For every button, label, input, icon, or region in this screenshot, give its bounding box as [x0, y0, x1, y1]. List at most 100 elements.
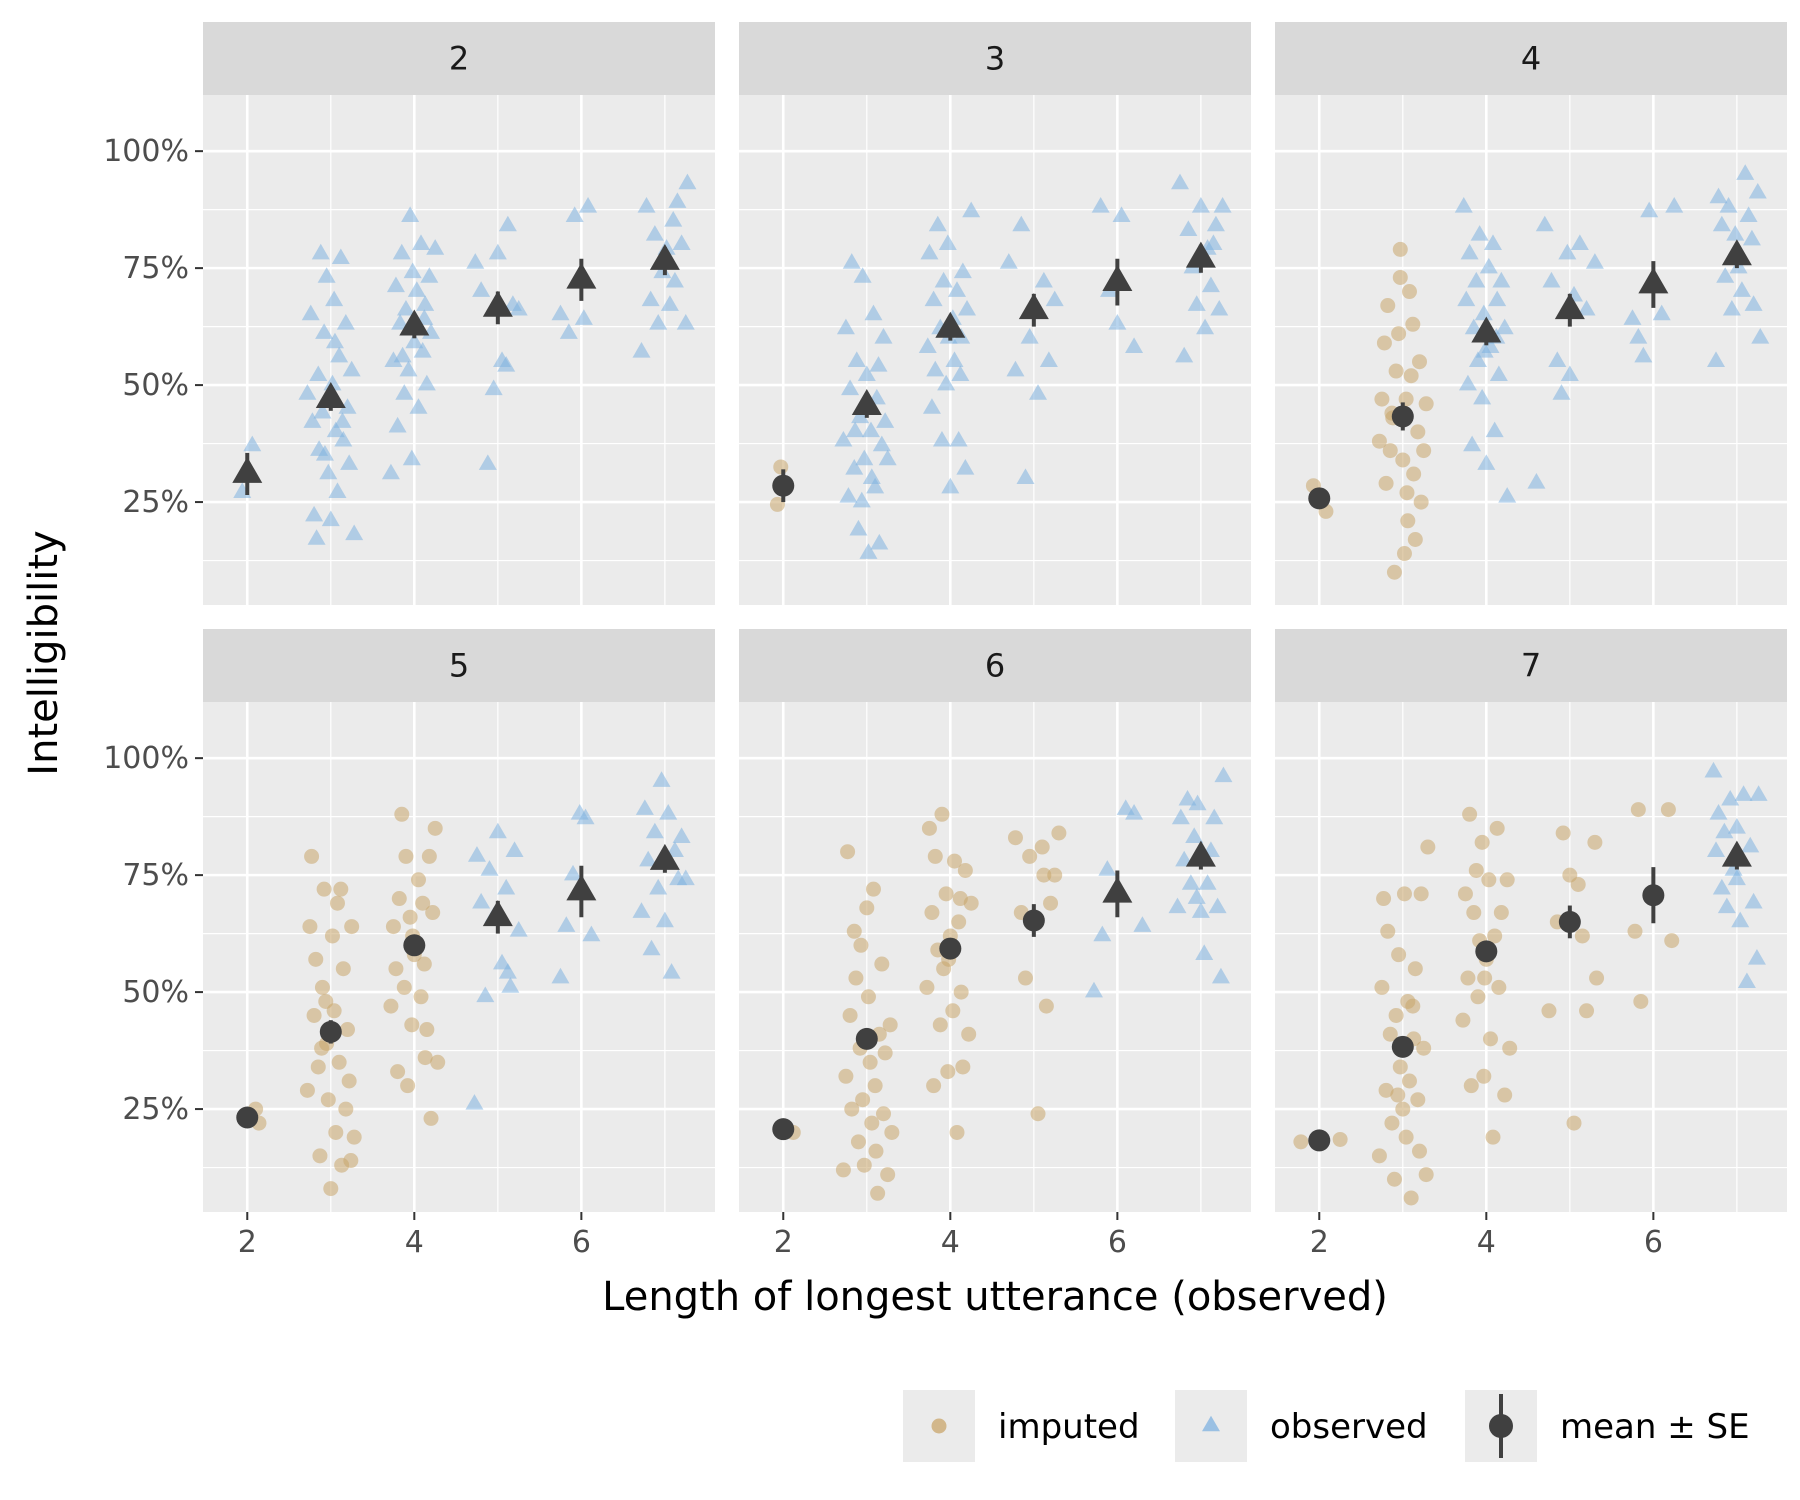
mean-marker-triangle	[1185, 241, 1216, 268]
observed-point	[1715, 822, 1734, 839]
observed-point	[1208, 897, 1227, 914]
mean-marker-triangle	[851, 389, 882, 415]
legend-item-mean: mean ± SE	[1465, 1390, 1750, 1462]
observed-point	[1214, 766, 1233, 783]
observed-point	[402, 449, 421, 466]
observed-point	[501, 977, 520, 993]
observed-point	[1108, 313, 1127, 330]
imputed-point	[404, 1017, 420, 1033]
observed-point	[1125, 337, 1144, 353]
observed-point	[338, 398, 357, 414]
observed-point	[484, 379, 503, 396]
imputed-point	[390, 1064, 406, 1080]
observed-point	[565, 206, 584, 222]
observed-point	[1201, 276, 1220, 293]
imputed-point	[955, 1059, 971, 1075]
facet-strip	[203, 22, 715, 95]
mean-marker-triangle	[1554, 293, 1585, 320]
observed-point	[392, 243, 411, 260]
observed-point	[325, 290, 344, 307]
observed-point	[1020, 328, 1039, 344]
observed-point	[325, 332, 344, 349]
observed-point	[649, 878, 668, 895]
imputed-point	[856, 1157, 872, 1173]
observed-point	[298, 384, 317, 400]
imputed-point	[425, 905, 441, 921]
observed-point	[467, 846, 486, 862]
observed-point	[417, 374, 436, 391]
observed-point	[328, 482, 347, 499]
facet-strip	[739, 629, 1251, 702]
observed-point	[1084, 981, 1103, 998]
imputed-point	[1034, 839, 1050, 855]
observed-point	[1542, 271, 1561, 288]
mean-marker-circle	[939, 937, 962, 960]
imputed-point	[1411, 1143, 1427, 1159]
imputed-point	[952, 891, 968, 907]
imputed-point	[1390, 1087, 1406, 1103]
observed-point	[1719, 197, 1738, 213]
observed-point	[672, 827, 691, 843]
observed-point	[509, 299, 528, 316]
observed-point	[1548, 351, 1567, 367]
observed-point	[1475, 342, 1494, 358]
imputed-point	[324, 928, 340, 944]
imputed-point	[865, 881, 881, 897]
observed-point	[321, 510, 340, 527]
imputed-point	[1382, 1026, 1398, 1042]
mean-marker-circle	[1558, 910, 1581, 933]
imputed-point	[1566, 1115, 1582, 1131]
imputed-point	[1047, 867, 1063, 883]
observed-point	[660, 295, 679, 311]
observed-point	[874, 328, 893, 344]
observed-point	[851, 407, 870, 424]
imputed-point	[835, 1162, 851, 1178]
mean-marker-triangle	[482, 900, 513, 927]
observed-point	[323, 374, 342, 391]
imputed-point	[320, 1092, 336, 1108]
observed-point	[672, 234, 691, 251]
observed-point	[872, 435, 891, 452]
panel-background	[739, 702, 1251, 1212]
imputed-point	[1378, 475, 1394, 491]
observed-point	[333, 412, 352, 428]
observed-point	[472, 281, 491, 297]
observed-point	[1585, 253, 1604, 269]
observed-point	[413, 342, 432, 358]
observed-point	[1191, 197, 1210, 213]
imputed-point	[961, 1026, 977, 1042]
observed-point	[841, 379, 860, 396]
imputed-point	[416, 956, 432, 972]
observed-point	[847, 351, 866, 367]
observed-point	[426, 239, 445, 255]
observed-point	[1210, 299, 1229, 316]
observed-point	[862, 468, 881, 484]
observed-point	[1665, 197, 1684, 213]
imputed-point	[1570, 876, 1586, 892]
imputed-point	[1630, 802, 1646, 818]
observed-point	[315, 323, 334, 339]
imputed-point	[1403, 1190, 1419, 1206]
imputed-point	[1466, 905, 1482, 921]
observed-point	[938, 234, 957, 251]
observed-point	[1734, 785, 1753, 801]
observed-point	[243, 435, 262, 452]
imputed-point	[1487, 928, 1503, 944]
imputed-point	[1418, 1167, 1434, 1183]
observed-point	[409, 398, 428, 414]
observed-point	[305, 505, 324, 522]
observed-point	[878, 449, 897, 466]
observed-point	[330, 346, 349, 363]
panel-background	[203, 702, 715, 1212]
observed-point	[839, 487, 858, 503]
observed-point	[1716, 267, 1735, 283]
imputed-point	[1332, 1131, 1348, 1147]
imputed-point	[299, 1082, 315, 1098]
observed-point	[668, 192, 687, 208]
observed-point	[951, 365, 970, 382]
imputed-point	[1384, 1115, 1400, 1131]
observed-point	[391, 313, 410, 330]
imputed-point	[1477, 970, 1493, 986]
legend-label: imputed	[998, 1407, 1140, 1447]
